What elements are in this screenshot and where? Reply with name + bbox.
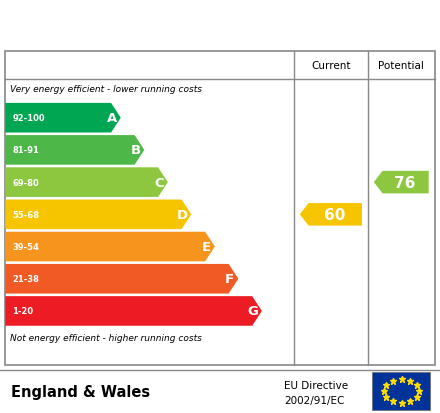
Polygon shape (5, 136, 144, 165)
Text: 92-100: 92-100 (12, 114, 45, 123)
Polygon shape (5, 168, 168, 197)
Text: 39-54: 39-54 (12, 242, 39, 252)
Text: 21-38: 21-38 (12, 275, 39, 284)
Text: 2002/91/EC: 2002/91/EC (284, 396, 344, 406)
Text: 1-20: 1-20 (12, 307, 33, 316)
Text: 69-80: 69-80 (12, 178, 39, 187)
Text: Current: Current (311, 61, 351, 71)
Text: D: D (177, 208, 188, 221)
Text: EU Directive: EU Directive (284, 380, 348, 390)
Polygon shape (5, 200, 191, 230)
Text: 76: 76 (394, 175, 415, 190)
Polygon shape (5, 104, 121, 133)
Text: A: A (107, 112, 117, 125)
Polygon shape (5, 297, 262, 326)
Polygon shape (300, 204, 362, 226)
Text: C: C (154, 176, 164, 189)
Polygon shape (374, 171, 429, 194)
Text: 81-91: 81-91 (12, 146, 39, 155)
Text: Very energy efficient - lower running costs: Very energy efficient - lower running co… (10, 85, 202, 94)
Text: Potential: Potential (378, 61, 424, 71)
Text: 55-68: 55-68 (12, 210, 39, 219)
Text: F: F (225, 273, 234, 285)
Polygon shape (5, 232, 215, 262)
Text: G: G (248, 305, 258, 318)
Text: E: E (202, 240, 211, 254)
Text: Not energy efficient - higher running costs: Not energy efficient - higher running co… (10, 333, 202, 342)
Polygon shape (5, 264, 238, 294)
Text: B: B (130, 144, 140, 157)
Text: Energy Efficiency Rating: Energy Efficiency Rating (11, 15, 290, 34)
Text: England & Wales: England & Wales (11, 384, 150, 399)
Text: 60: 60 (324, 207, 345, 222)
